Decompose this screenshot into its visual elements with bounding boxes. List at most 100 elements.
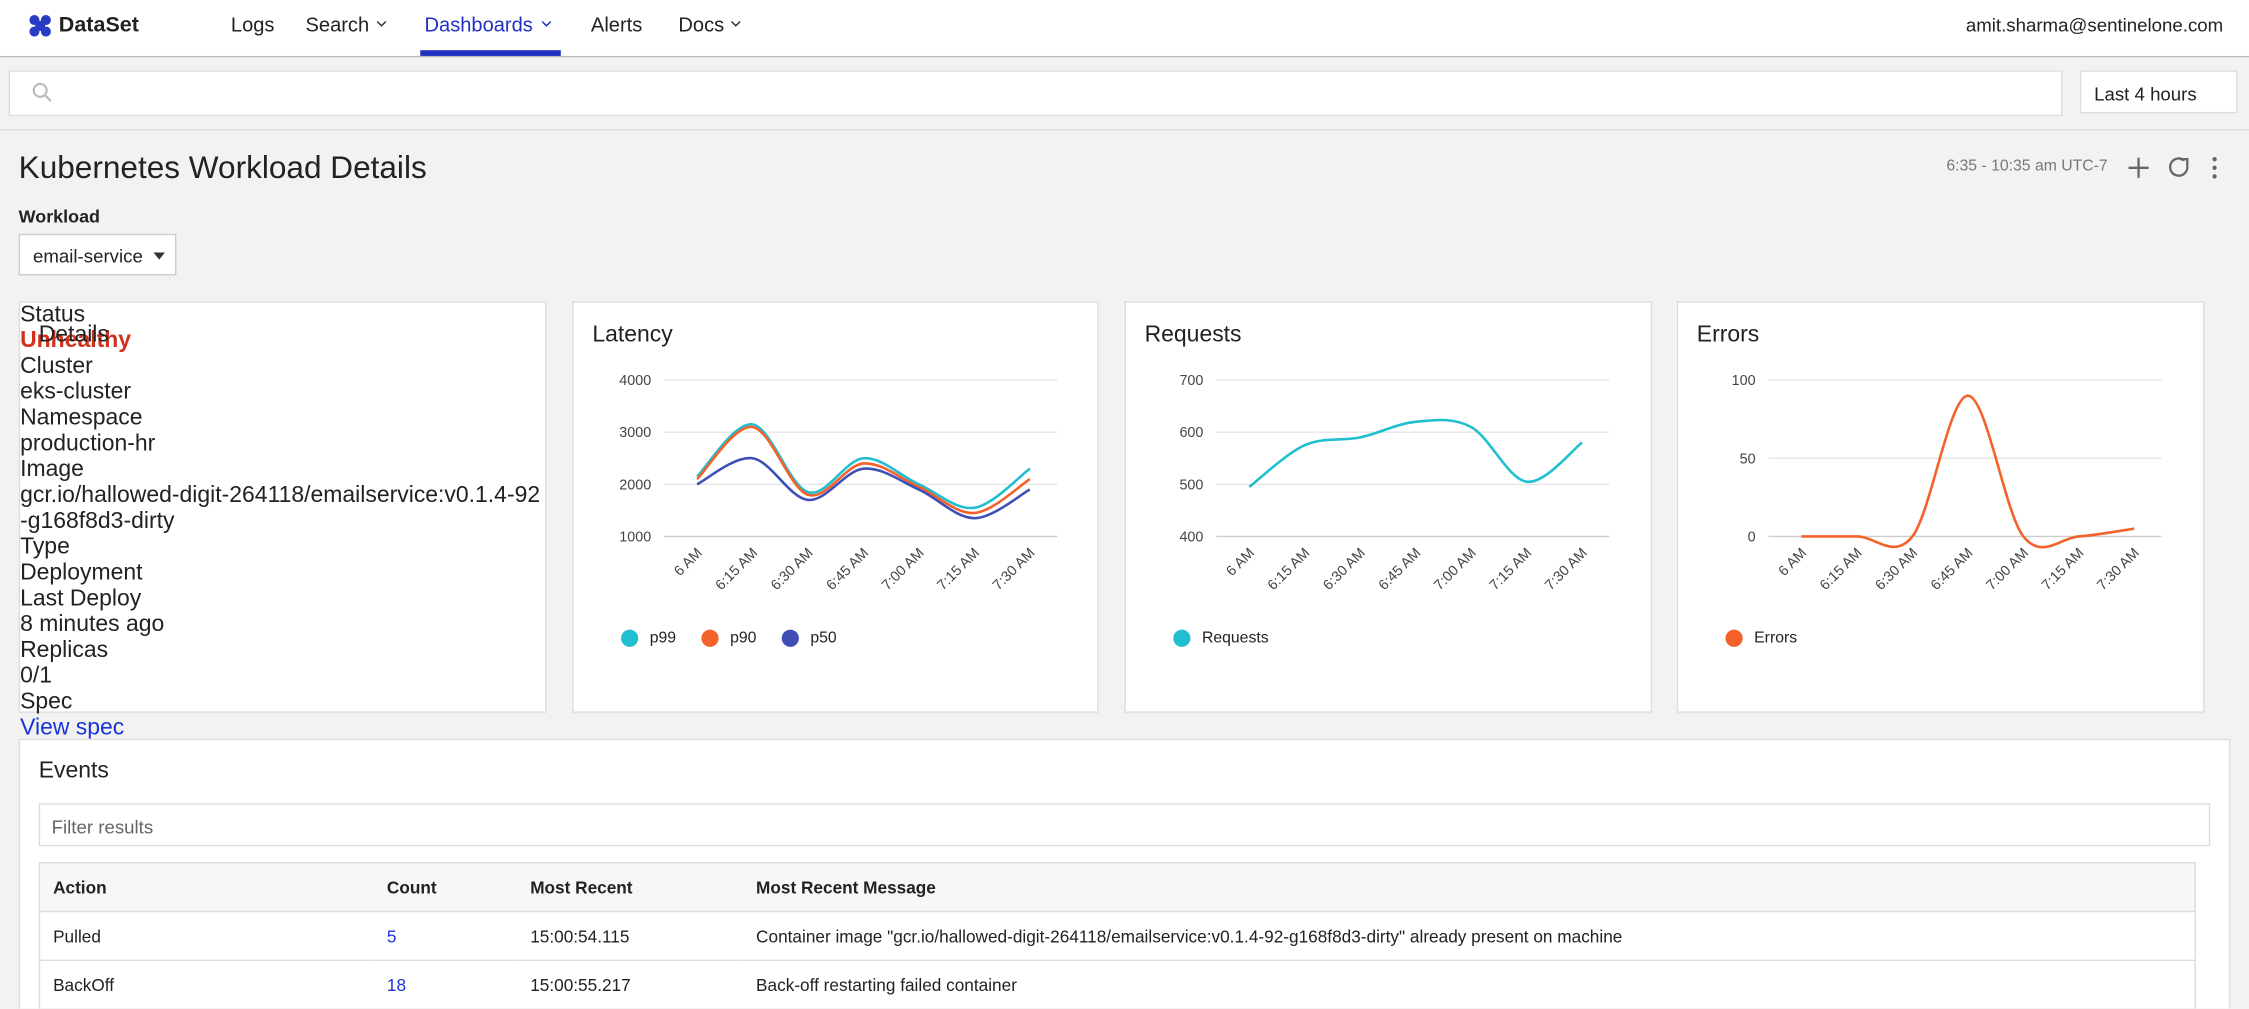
- legend-label: p99: [649, 629, 677, 647]
- series-line: [1801, 394, 2135, 549]
- detail-key: Namespace: [20, 405, 143, 431]
- x-tick-label: 6:45 AM: [1928, 545, 1976, 593]
- column-header: Most Recent: [530, 877, 633, 898]
- x-tick-label: 7:15 AM: [1487, 545, 1535, 593]
- active-indicator: [420, 50, 561, 56]
- series-line: [696, 456, 1031, 520]
- legend-label: Requests: [1201, 629, 1269, 647]
- chevron: [376, 21, 387, 27]
- table-cell: Back-off restarting failed container: [743, 959, 2196, 1009]
- detail-row: Namespace production-hr: [20, 406, 545, 458]
- y-tick-label: 2000: [619, 477, 651, 493]
- detail-value[interactable]: View spec: [20, 715, 125, 741]
- column-header: Most Recent Message: [756, 877, 936, 898]
- events-table: Action Count Most Recent Most Recent Messag…: [38, 862, 2196, 1009]
- workload-select[interactable]: email-service: [18, 233, 177, 276]
- detail-key: Image: [20, 457, 84, 482]
- legend-label: p50: [810, 629, 837, 647]
- caret: [153, 252, 165, 260]
- y-tick-label: 3000: [619, 425, 651, 441]
- detail-row: Image gcr.io/hallowed-digit-264118/emails…: [20, 458, 545, 535]
- table-row: Pulled 5 15:00:54.115 Container image "gcr.…: [39, 910, 2196, 961]
- detail-row: Last Deploy 8 minutes ago: [20, 587, 545, 639]
- nav-item[interactable]: Alerts: [590, 12, 643, 36]
- x-tick-label: 6 AM: [1223, 545, 1257, 579]
- chart-card: Errors 0 50 100 6 AM 6:15 AM 6:30 AM 6:45 AM 7:0…: [1676, 301, 2205, 713]
- brand: DataSet: [58, 12, 139, 38]
- table-cell[interactable]: 5: [373, 910, 518, 961]
- card-title: Details: [38, 322, 109, 348]
- column-header: Count: [386, 877, 437, 898]
- card-title: Latency: [592, 322, 673, 348]
- y-tick-label: 4000: [619, 373, 651, 389]
- x-tick-label: 6:15 AM: [713, 545, 761, 593]
- detail-key: Status: [20, 302, 86, 328]
- chart: 1000 2000 3000 4000 6 AM 6:15 AM 6:30 AM 6:45 A…: [619, 373, 1058, 594]
- series-line: [696, 425, 1031, 515]
- table-cell: 15:00:55.217: [517, 959, 744, 1009]
- legend-item[interactable]: p90: [701, 629, 757, 647]
- top-nav: DataSet Logs Search Dashboards Alerts Do…: [0, 0, 2249, 58]
- legend-item[interactable]: Requests: [1173, 629, 1269, 647]
- x-tick-label: 7:30 AM: [990, 545, 1038, 593]
- detail-row: Spec View spec: [20, 690, 545, 742]
- filter-input[interactable]: Filter results: [38, 803, 2211, 847]
- x-tick-label: 7:00 AM: [879, 545, 927, 593]
- details-card: Details Status Unhealthy Cluster eks-cluste…: [18, 301, 547, 740]
- detail-value: eks-cluster: [20, 380, 132, 405]
- user-email[interactable]: amit.sharma@sentinelone.com: [1965, 14, 2224, 36]
- y-tick-label: 500: [1179, 477, 1203, 493]
- detail-value: gcr.io/hallowed-digit-264118/emailservic…: [20, 483, 541, 534]
- nav-item[interactable]: Docs: [678, 12, 725, 36]
- search-input[interactable]: [8, 70, 2063, 117]
- x-tick-label: 6:45 AM: [1376, 545, 1424, 593]
- detail-row: Cluster eks-cluster: [20, 354, 545, 406]
- table-cell[interactable]: 18: [373, 959, 518, 1009]
- card-title: Errors: [1696, 322, 1760, 348]
- detail-key: Cluster: [20, 354, 93, 379]
- column-header: Action: [53, 877, 107, 898]
- x-tick-label: 6:30 AM: [1320, 545, 1368, 593]
- detail-key: Replicas: [20, 638, 109, 663]
- toolbar-icons[interactable]: [2126, 155, 2226, 181]
- y-tick-label: 100: [1732, 373, 1756, 389]
- legend-item[interactable]: p99: [621, 629, 677, 647]
- chevron: [541, 21, 552, 27]
- x-tick-label: 7:15 AM: [934, 545, 982, 593]
- y-tick-label: 1000: [619, 529, 651, 545]
- x-tick-label: 7:00 AM: [1431, 545, 1479, 593]
- detail-value: 0/1: [20, 664, 52, 689]
- divider: [0, 129, 2249, 131]
- series-line: [1248, 418, 1583, 488]
- table-cell: Pulled: [39, 910, 374, 961]
- y-tick-label: 600: [1179, 425, 1203, 441]
- detail-row: Replicas 0/1: [20, 638, 545, 690]
- x-tick-label: 6:45 AM: [824, 545, 872, 593]
- x-tick-label: 6:30 AM: [768, 545, 816, 593]
- workload-value: email-service: [32, 245, 143, 267]
- x-tick-label: 7:15 AM: [2039, 545, 2087, 593]
- legend-swatch: [781, 629, 799, 647]
- x-tick-label: 6:30 AM: [1872, 545, 1920, 593]
- time-range[interactable]: Last 4 hours: [2079, 70, 2238, 114]
- legend-item[interactable]: p50: [781, 629, 837, 647]
- nav-item[interactable]: Logs: [230, 12, 275, 36]
- y-tick-label: 0: [1748, 529, 1756, 545]
- detail-value: Unhealthy: [20, 328, 132, 353]
- card-title: Events: [38, 758, 109, 784]
- detail-key: Spec: [20, 689, 73, 715]
- table-cell: Container image "gcr.io/hallowed-digit-2…: [743, 910, 2196, 961]
- x-tick-label: 6:15 AM: [1817, 545, 1865, 593]
- chart: 400 500 600 700 6 AM 6:15 AM 6:30 AM 6:45 AM 7:0…: [1179, 373, 1610, 594]
- detail-row: Status Unhealthy: [20, 303, 545, 355]
- table-header: Action Count Most Recent Most Recent Messag…: [39, 862, 2196, 912]
- legend-item[interactable]: Errors: [1725, 629, 1797, 647]
- legend-label: p90: [730, 629, 757, 647]
- y-tick-label: 400: [1179, 529, 1203, 545]
- search-icon: [32, 82, 52, 102]
- events-card: Events Filter results Action Count Most Re…: [18, 738, 2231, 1009]
- nav-item[interactable]: Search: [305, 12, 370, 36]
- y-tick-label: 50: [1740, 451, 1756, 467]
- x-tick-label: 6 AM: [1776, 545, 1810, 579]
- nav-item[interactable]: Dashboards: [424, 12, 533, 36]
